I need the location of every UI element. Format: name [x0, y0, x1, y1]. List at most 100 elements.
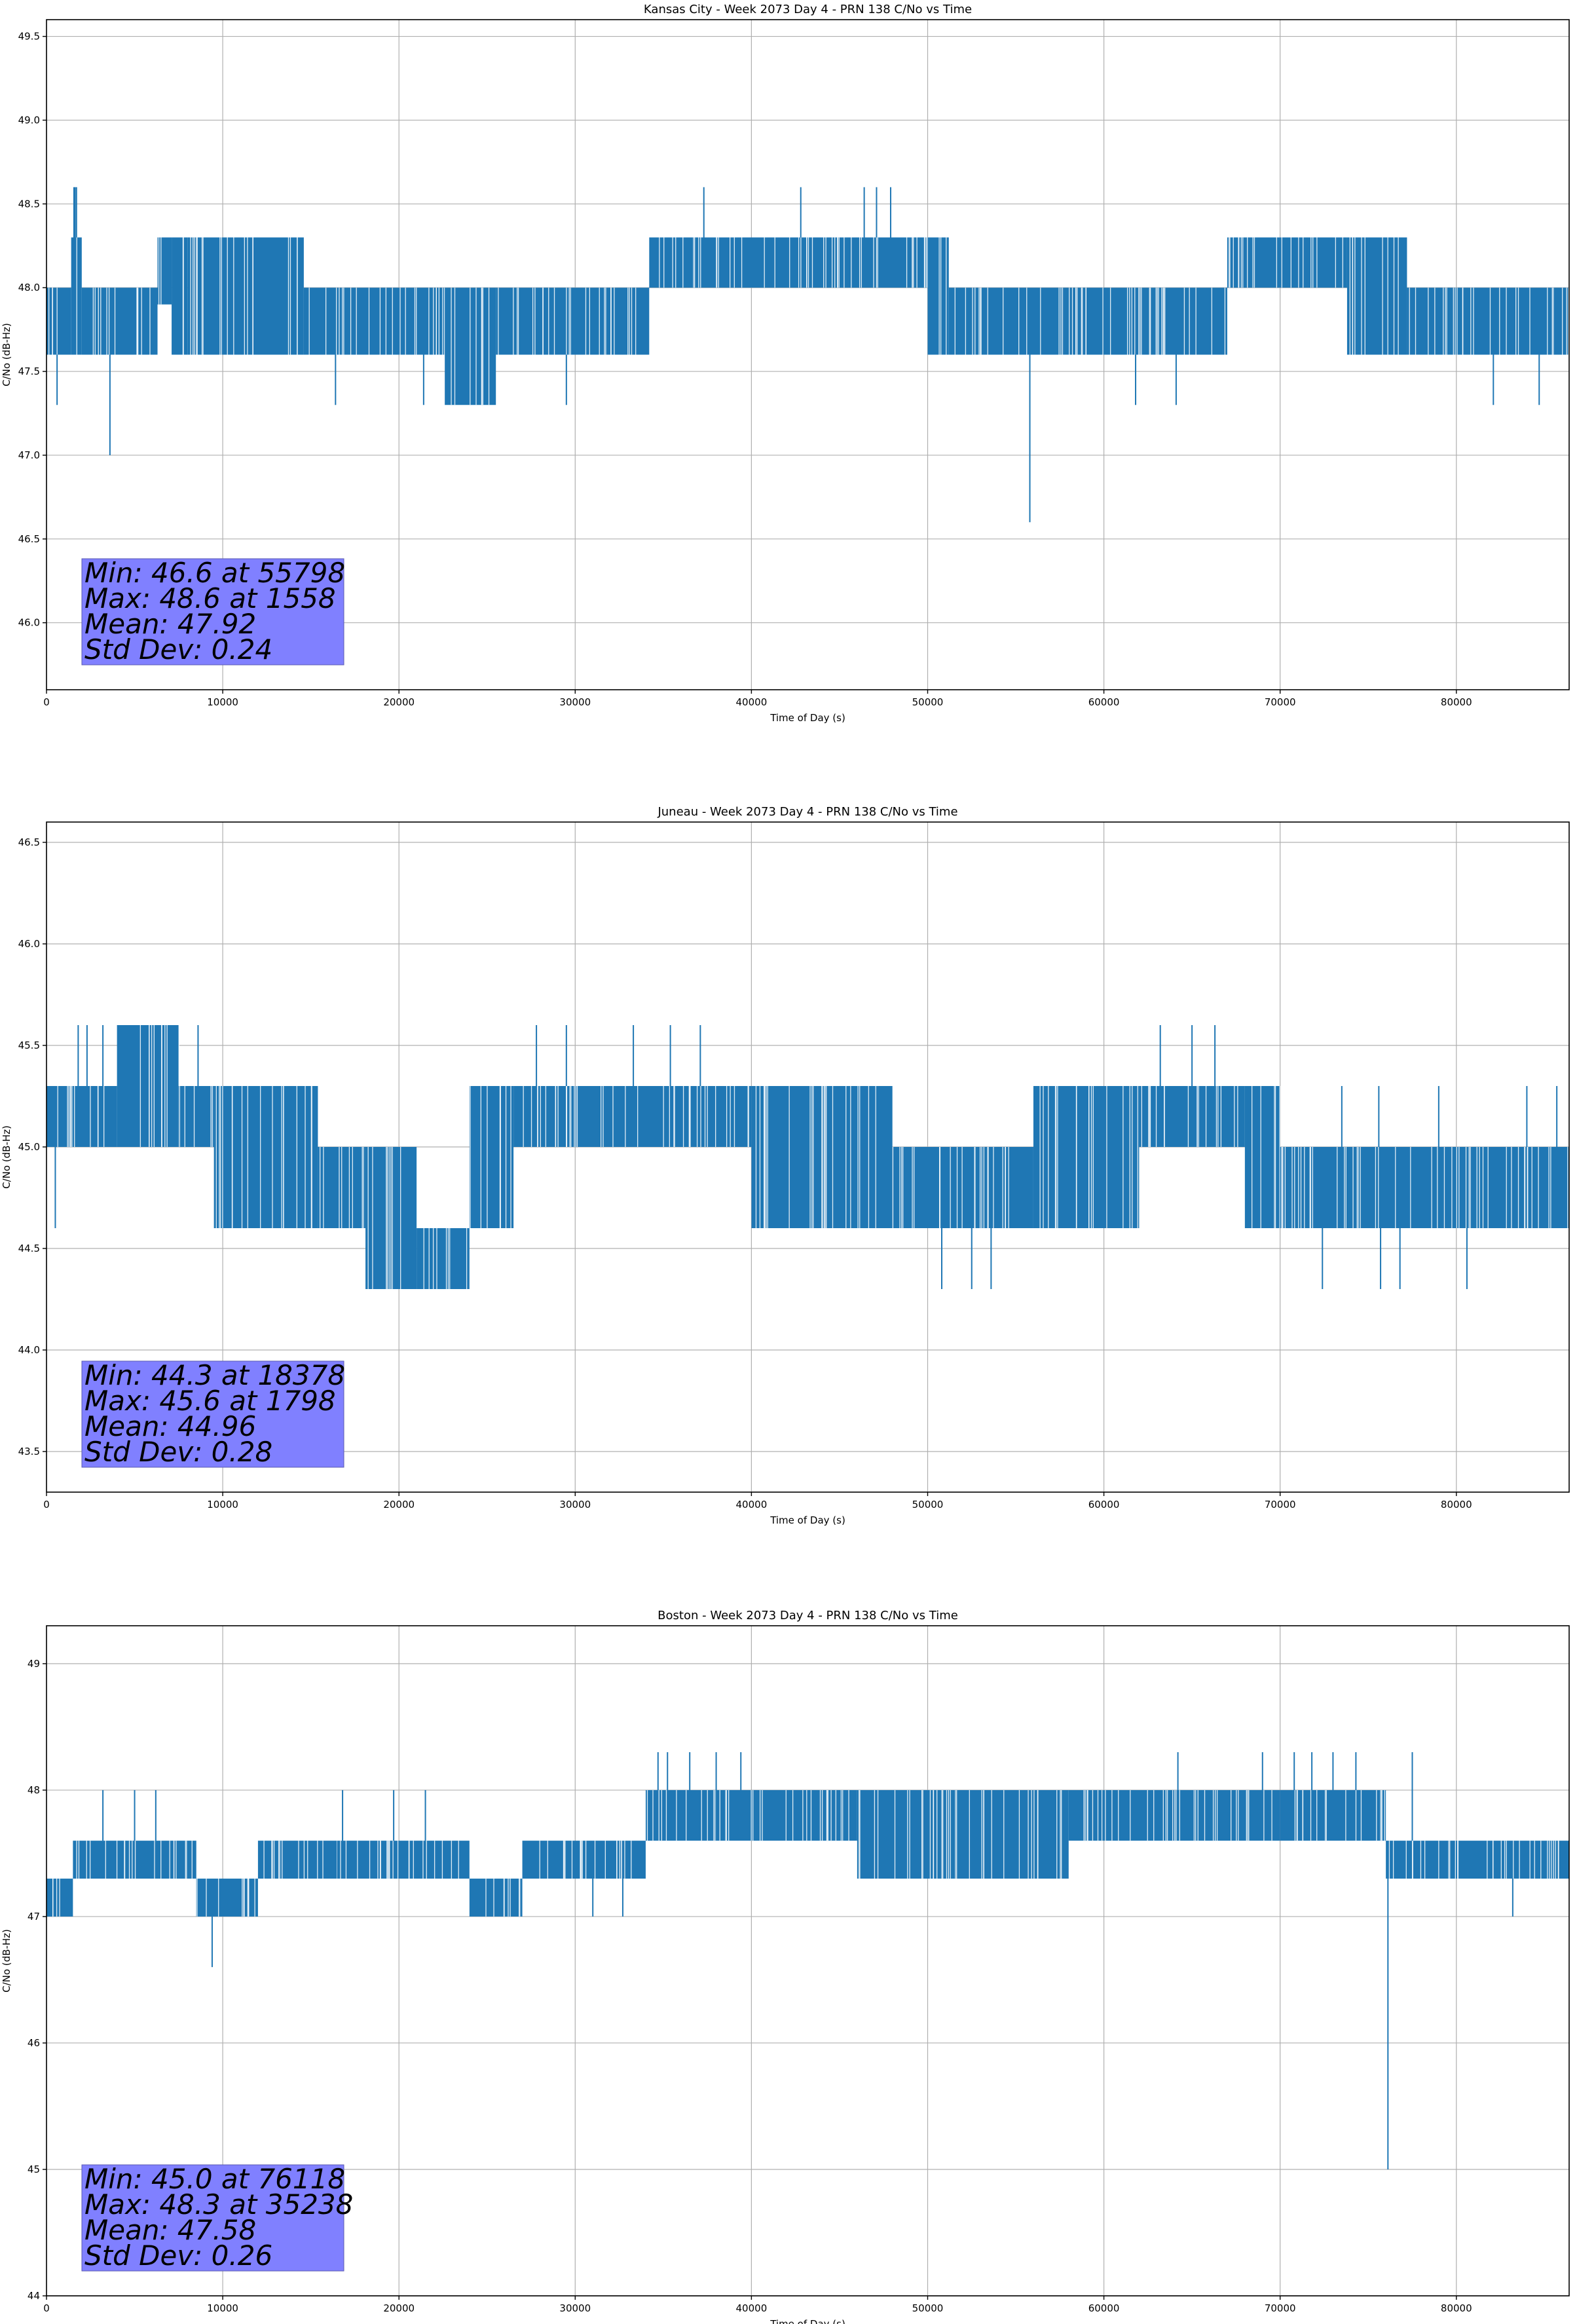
- series-gap: [1310, 237, 1312, 288]
- series-gap: [857, 1086, 859, 1228]
- y-tick-label: 47: [28, 1911, 40, 1922]
- series-gap: [1352, 1147, 1354, 1228]
- series-band: [172, 237, 188, 355]
- series-band: [892, 1147, 1033, 1228]
- series-gap: [298, 1841, 299, 1879]
- series-gap: [1060, 288, 1062, 355]
- series-gap: [688, 1086, 690, 1147]
- stats-line: Min: 45.0 at 76118: [84, 2163, 345, 2195]
- series-gap: [160, 237, 162, 305]
- series-gap: [547, 1841, 548, 1879]
- series-gap: [1547, 1841, 1548, 1879]
- series-gap: [1153, 1790, 1155, 1841]
- series-gap: [899, 1147, 900, 1228]
- series-gap: [343, 288, 344, 355]
- series-band: [157, 237, 172, 305]
- series-band: [187, 237, 304, 355]
- series-gap: [1138, 288, 1140, 355]
- x-tick-label: 60000: [1088, 1499, 1120, 1510]
- series-gap: [386, 1841, 388, 1879]
- series-gap: [942, 1790, 944, 1879]
- series-gap: [821, 1790, 823, 1841]
- series-gap: [599, 288, 600, 355]
- series-gap: [1443, 1147, 1445, 1228]
- x-tick-label: 20000: [383, 2302, 415, 2314]
- chart-panel: 0 10000 20000 30000 40000 50000 60000 70000 8000…: [1, 1609, 1570, 2324]
- series-gap: [386, 1147, 388, 1289]
- series-band: [496, 288, 650, 355]
- series-gap: [616, 1841, 618, 1879]
- series-gap: [278, 1841, 280, 1879]
- series-gap: [811, 1086, 813, 1228]
- series-gap: [874, 1790, 876, 1879]
- series-gap: [137, 288, 138, 355]
- stats-line: Std Dev: 0.28: [84, 1436, 272, 1468]
- stats-line: Mean: 47.92: [84, 608, 256, 640]
- series-gap: [141, 288, 142, 355]
- series-gap: [1039, 1086, 1041, 1228]
- series-gap: [929, 1790, 931, 1879]
- series-gap: [821, 1086, 823, 1228]
- series-gap: [1547, 288, 1548, 355]
- series-gap: [1162, 1790, 1164, 1841]
- series-gap: [341, 1147, 343, 1228]
- series-gap: [458, 1841, 459, 1879]
- series-gap: [981, 1147, 982, 1228]
- y-tick-label: 43.5: [18, 1446, 40, 1457]
- series-gap: [809, 1086, 811, 1228]
- series-gap: [906, 237, 908, 288]
- series-gap: [1126, 288, 1128, 355]
- series-gap: [436, 1228, 437, 1289]
- series-gap: [926, 237, 927, 288]
- series-gap: [1470, 288, 1472, 355]
- series-gap: [663, 237, 665, 288]
- series-gap: [965, 288, 967, 355]
- series-gap: [1473, 288, 1474, 355]
- series-gap: [428, 288, 430, 355]
- series-gap: [1240, 237, 1242, 288]
- series-gap: [1247, 237, 1248, 288]
- series-gap: [563, 1841, 565, 1879]
- series-gap: [193, 1086, 195, 1147]
- series-gap: [1567, 1147, 1568, 1228]
- series-gap: [1455, 1841, 1456, 1879]
- chart-title: Boston - Week 2073 Day 4 - PRN 138 C/No …: [658, 1609, 958, 1622]
- series-gap: [621, 1841, 622, 1879]
- series-gap: [350, 288, 352, 355]
- series-gap: [826, 1790, 828, 1841]
- series-gap: [1517, 288, 1519, 355]
- series-band: [1227, 237, 1347, 288]
- series-gap: [741, 237, 743, 288]
- series-gap: [1345, 1790, 1346, 1841]
- series-gap: [1085, 1790, 1086, 1841]
- x-tick-label: 70000: [1265, 1499, 1296, 1510]
- series-gap: [1409, 288, 1410, 355]
- series-gap: [868, 1086, 870, 1228]
- y-tick-label: 46.0: [18, 617, 40, 629]
- series-gap: [139, 1025, 141, 1147]
- series-gap: [1149, 1086, 1151, 1147]
- series-gap: [1388, 1841, 1390, 1879]
- series-gap: [974, 288, 976, 355]
- series-gap: [848, 1790, 849, 1841]
- series-gap: [819, 1790, 821, 1841]
- series-gap: [1082, 288, 1083, 355]
- series-gap: [733, 1086, 735, 1147]
- series-gap: [725, 1790, 726, 1841]
- series-gap: [399, 288, 401, 355]
- series-gap: [1298, 237, 1299, 288]
- series-gap: [252, 237, 253, 355]
- series-gap: [322, 1841, 324, 1879]
- series-gap: [1294, 1147, 1295, 1228]
- series-band: [649, 237, 928, 288]
- series-gap: [876, 237, 878, 288]
- series-band: [1139, 1086, 1245, 1147]
- series-gap: [1304, 1147, 1305, 1228]
- series-gap: [969, 1790, 970, 1879]
- series-gap: [646, 1790, 648, 1841]
- series-gap: [701, 1790, 702, 1841]
- series-gap: [940, 237, 942, 355]
- series-gap: [356, 288, 357, 355]
- series-gap: [700, 1086, 701, 1147]
- series-gap: [1179, 1790, 1181, 1841]
